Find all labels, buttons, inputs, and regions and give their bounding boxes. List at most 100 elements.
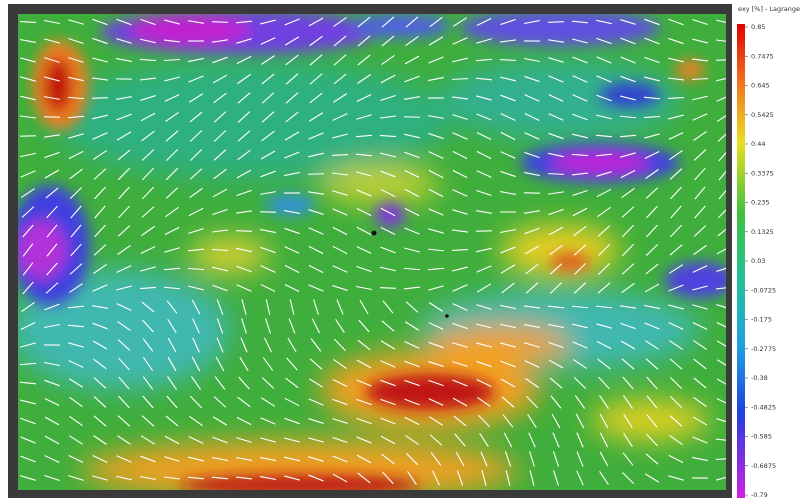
direction-segment bbox=[500, 264, 516, 274]
direction-segment bbox=[262, 357, 274, 371]
direction-segment bbox=[189, 148, 203, 162]
direction-segment bbox=[333, 35, 347, 47]
direction-segment bbox=[261, 92, 275, 104]
direction-segment bbox=[645, 244, 659, 256]
direction-segment bbox=[619, 134, 637, 138]
direction-segment bbox=[357, 16, 371, 28]
direction-segment bbox=[692, 285, 708, 291]
direction-segment bbox=[140, 95, 156, 101]
direction-segment bbox=[191, 376, 201, 390]
direction-segment bbox=[332, 113, 348, 121]
direction-segment bbox=[212, 39, 228, 43]
direction-segment bbox=[265, 299, 271, 315]
direction-segment bbox=[118, 376, 130, 390]
direction-segment bbox=[118, 395, 130, 409]
direction-segment bbox=[335, 319, 345, 333]
direction-segment bbox=[404, 75, 420, 83]
direction-segment bbox=[235, 20, 253, 24]
direction-segment bbox=[188, 228, 204, 234]
direction-segment bbox=[718, 189, 726, 200]
direction-segment bbox=[451, 229, 469, 233]
direction-segment bbox=[188, 285, 204, 291]
direction-segment bbox=[476, 190, 492, 196]
direction-segment bbox=[69, 187, 83, 199]
direction-segment bbox=[92, 37, 108, 45]
direction-segment bbox=[452, 284, 468, 292]
direction-segment bbox=[524, 324, 540, 328]
direction-segment bbox=[19, 362, 37, 366]
direction-segment bbox=[236, 247, 252, 253]
direction-segment bbox=[140, 38, 156, 44]
direction-segment bbox=[645, 187, 659, 199]
direction-segment bbox=[692, 113, 708, 121]
direction-segment bbox=[284, 456, 300, 462]
direction-segment bbox=[188, 75, 204, 83]
direction-segment bbox=[621, 206, 635, 218]
direction-segment bbox=[380, 360, 396, 368]
direction-segment bbox=[548, 57, 564, 63]
direction-segment bbox=[355, 134, 373, 138]
direction-segment bbox=[428, 379, 444, 387]
direction-segment bbox=[549, 377, 563, 389]
direction-segment bbox=[357, 54, 371, 66]
direction-segment bbox=[669, 244, 683, 256]
direction-segment bbox=[525, 263, 539, 275]
direction-segment bbox=[44, 151, 60, 159]
direction-segment bbox=[718, 151, 726, 162]
direction-segment bbox=[505, 470, 511, 486]
direction-segment bbox=[67, 96, 85, 100]
direction-segment bbox=[548, 208, 564, 216]
direction-segment bbox=[716, 340, 726, 347]
direction-segment bbox=[455, 451, 465, 467]
direction-segment bbox=[309, 54, 323, 66]
direction-segment bbox=[598, 376, 610, 390]
direction-segment bbox=[331, 153, 349, 157]
direction-segment bbox=[164, 435, 180, 445]
direction-segment bbox=[356, 189, 372, 197]
direction-segment bbox=[67, 305, 85, 309]
direction-segment bbox=[573, 244, 587, 256]
direction-segment bbox=[621, 358, 635, 370]
direction-segment bbox=[260, 437, 276, 443]
direction-segment bbox=[549, 244, 563, 256]
direction-segment bbox=[92, 305, 108, 309]
colorbar-tick-label: 0.3375 bbox=[751, 169, 774, 177]
direction-segment bbox=[284, 227, 300, 235]
direction-segment bbox=[670, 186, 682, 200]
direction-segment bbox=[644, 37, 660, 45]
direction-segment bbox=[285, 92, 299, 104]
direction-segment bbox=[116, 265, 132, 273]
direction-segment bbox=[716, 378, 726, 385]
direction-segment bbox=[20, 170, 36, 178]
direction-segment bbox=[333, 16, 347, 28]
direction-segment bbox=[646, 205, 658, 219]
colorbar-tick-label: 0.03 bbox=[751, 257, 765, 265]
direction-segment bbox=[524, 20, 540, 24]
direction-segment bbox=[70, 243, 82, 257]
direction-segment bbox=[525, 282, 539, 294]
direction-segment bbox=[572, 323, 588, 329]
direction-segment bbox=[355, 153, 373, 157]
direction-segment bbox=[21, 301, 35, 313]
direction-segment bbox=[717, 133, 726, 142]
direction-segment bbox=[669, 415, 683, 427]
direction-segment bbox=[116, 113, 132, 121]
direction-segment bbox=[380, 379, 396, 387]
direction-segment bbox=[668, 37, 684, 45]
direction-segment bbox=[45, 187, 59, 199]
direction-segment bbox=[308, 112, 324, 122]
direction-segment bbox=[716, 96, 726, 102]
direction-segment bbox=[192, 318, 200, 334]
direction-segment bbox=[481, 470, 487, 486]
direction-segment bbox=[261, 130, 275, 142]
direction-segment bbox=[310, 338, 322, 352]
direction-segment bbox=[356, 114, 372, 120]
direction-segment bbox=[116, 131, 132, 141]
direction-segment bbox=[500, 246, 516, 254]
direction-segment bbox=[716, 19, 726, 24]
direction-segment bbox=[596, 188, 612, 198]
direction-segment bbox=[67, 324, 85, 328]
direction-segment bbox=[380, 266, 396, 272]
direction-segment bbox=[381, 54, 395, 66]
